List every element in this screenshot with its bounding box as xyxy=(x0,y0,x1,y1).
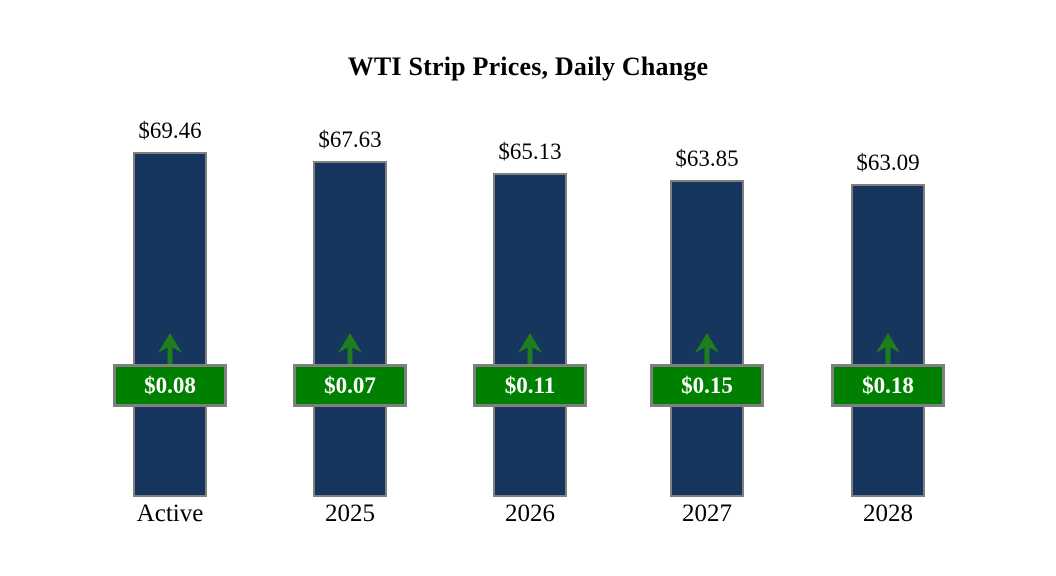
bar-group: $63.09 $0.18 2028 xyxy=(798,0,978,576)
change-badge: $0.08 xyxy=(113,364,227,407)
change-badge: $0.07 xyxy=(293,364,407,407)
price-label: $67.63 xyxy=(318,127,382,152)
price-label: $65.13 xyxy=(498,139,562,164)
up-arrow-icon xyxy=(695,333,719,364)
change-badge: $0.18 xyxy=(831,364,945,407)
price-label: $63.85 xyxy=(675,146,739,171)
bar-group: $63.85 $0.15 2027 xyxy=(617,0,797,576)
bar-group: $67.63 $0.07 2025 xyxy=(260,0,440,576)
change-badge: $0.15 xyxy=(650,364,764,407)
change-label: $0.18 xyxy=(862,372,914,398)
price-label: $63.09 xyxy=(856,150,920,175)
change-label: $0.15 xyxy=(681,372,733,398)
up-arrow-icon xyxy=(158,333,182,364)
change-badge: $0.11 xyxy=(473,364,587,407)
up-arrow-icon xyxy=(518,333,542,364)
category-label: 2025 xyxy=(325,500,375,527)
up-arrow-icon xyxy=(338,333,362,364)
change-label: $0.08 xyxy=(144,372,196,398)
category-label: 2028 xyxy=(863,500,913,527)
bar-group: $65.13 $0.11 2026 xyxy=(440,0,620,576)
change-label: $0.11 xyxy=(504,372,556,398)
change-label: $0.07 xyxy=(324,372,376,398)
chart-title: WTI Strip Prices, Daily Change xyxy=(347,52,709,81)
category-label: Active xyxy=(136,500,204,527)
category-label: 2027 xyxy=(682,500,732,527)
up-arrow-icon xyxy=(876,333,900,364)
bar xyxy=(313,161,387,497)
bar-group: $69.46 $0.08 Active xyxy=(80,0,260,576)
category-label: 2026 xyxy=(505,500,555,527)
price-label: $69.46 xyxy=(138,118,202,143)
bar xyxy=(133,152,207,497)
